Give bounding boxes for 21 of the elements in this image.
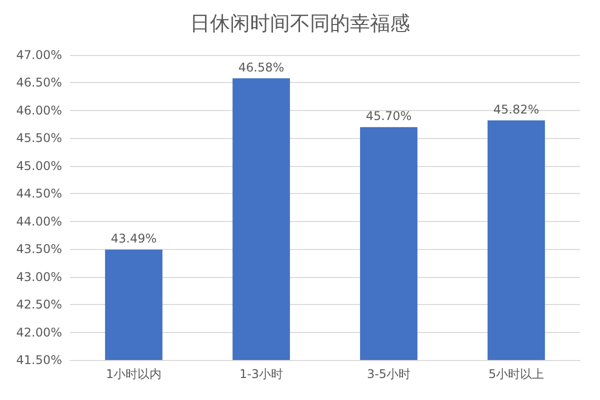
x-tick-label: 3-5小时	[366, 367, 411, 381]
data-label: 43.49%	[110, 232, 157, 246]
y-tick-label: 44.00%	[16, 214, 62, 228]
y-tick-label: 42.00%	[16, 325, 62, 340]
y-tick-label: 45.50%	[16, 131, 62, 146]
x-tick-label: 1-3小时	[239, 367, 284, 381]
data-label: 45.82%	[493, 102, 540, 116]
chart-title: 日休闲时间不同的幸福感	[190, 11, 410, 35]
x-tick-label: 5小时以上	[488, 367, 544, 381]
y-tick-label: 45.00%	[16, 158, 62, 173]
y-tick-label: 46.50%	[16, 76, 62, 90]
y-tick-label: 47.00%	[16, 48, 62, 62]
y-tick-label: 43.00%	[16, 270, 62, 284]
x-tick-label: 1小时以内	[106, 367, 162, 381]
data-label: 46.58%	[238, 60, 284, 74]
y-tick-label: 41.50%	[16, 353, 62, 367]
data-label: 45.70%	[366, 109, 412, 124]
y-tick-label: 46.00%	[16, 103, 62, 118]
y-tick-label: 42.50%	[16, 298, 62, 312]
y-tick-label: 44.50%	[16, 186, 62, 201]
y-tick-label: 43.50%	[16, 242, 62, 256]
